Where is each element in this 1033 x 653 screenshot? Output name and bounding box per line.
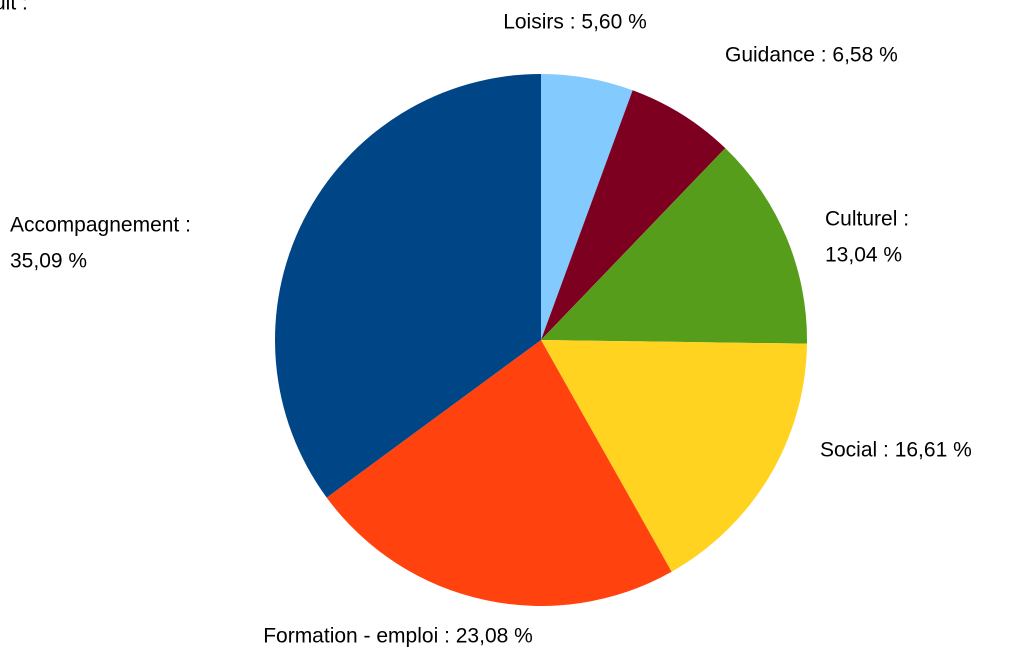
data-label: Culturel :	[825, 208, 909, 231]
data-label: Accompagnement :	[10, 214, 191, 237]
data-label: Social : 16,61 %	[820, 439, 972, 462]
chart-title: uit :	[0, 0, 28, 15]
data-label: 35,09 %	[10, 250, 87, 273]
data-label: Loisirs : 5,60 %	[503, 11, 647, 34]
pie-slice	[541, 148, 807, 344]
pie-slice	[541, 340, 807, 572]
data-label: Formation - emploi : 23,08 %	[263, 625, 533, 648]
data-label: 13,04 %	[825, 244, 902, 267]
data-label: Guidance : 6,58 %	[725, 44, 898, 67]
pie-slice	[541, 74, 633, 340]
pie-slice	[275, 74, 541, 498]
pie-slice	[326, 340, 672, 606]
pie-slice	[541, 90, 726, 341]
